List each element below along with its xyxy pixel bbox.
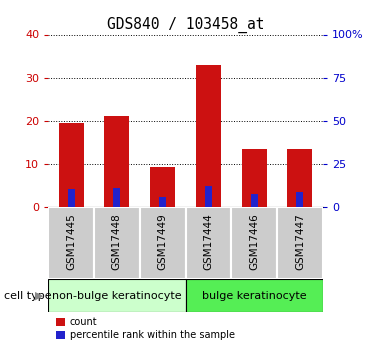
Text: bulge keratinocyte: bulge keratinocyte — [202, 291, 306, 301]
Bar — [48, 279, 186, 312]
Bar — [59, 123, 84, 207]
Text: GSM17445: GSM17445 — [66, 213, 76, 269]
Bar — [48, 207, 94, 279]
Text: ▶: ▶ — [35, 291, 43, 301]
Bar — [150, 167, 175, 207]
Title: GDS840 / 103458_at: GDS840 / 103458_at — [107, 17, 264, 33]
Bar — [196, 65, 221, 207]
Text: GSM17444: GSM17444 — [203, 213, 213, 269]
Bar — [296, 192, 303, 207]
Legend: count, percentile rank within the sample: count, percentile rank within the sample — [56, 317, 235, 340]
Bar — [186, 279, 323, 312]
Bar — [287, 149, 312, 207]
Bar — [114, 188, 120, 207]
Text: GSM17446: GSM17446 — [249, 213, 259, 269]
Bar — [159, 197, 166, 207]
Bar — [104, 117, 129, 207]
Bar — [140, 207, 186, 279]
Text: GSM17448: GSM17448 — [112, 213, 122, 269]
Bar — [68, 189, 75, 207]
Bar — [186, 207, 231, 279]
Bar — [277, 207, 323, 279]
Text: cell type: cell type — [4, 291, 51, 301]
Bar — [94, 207, 140, 279]
Bar — [242, 149, 267, 207]
Bar — [231, 207, 277, 279]
Bar — [251, 194, 257, 207]
Text: GSM17449: GSM17449 — [158, 213, 168, 269]
Text: non-bulge keratinocyte: non-bulge keratinocyte — [52, 291, 182, 301]
Bar — [205, 186, 212, 207]
Text: GSM17447: GSM17447 — [295, 213, 305, 269]
